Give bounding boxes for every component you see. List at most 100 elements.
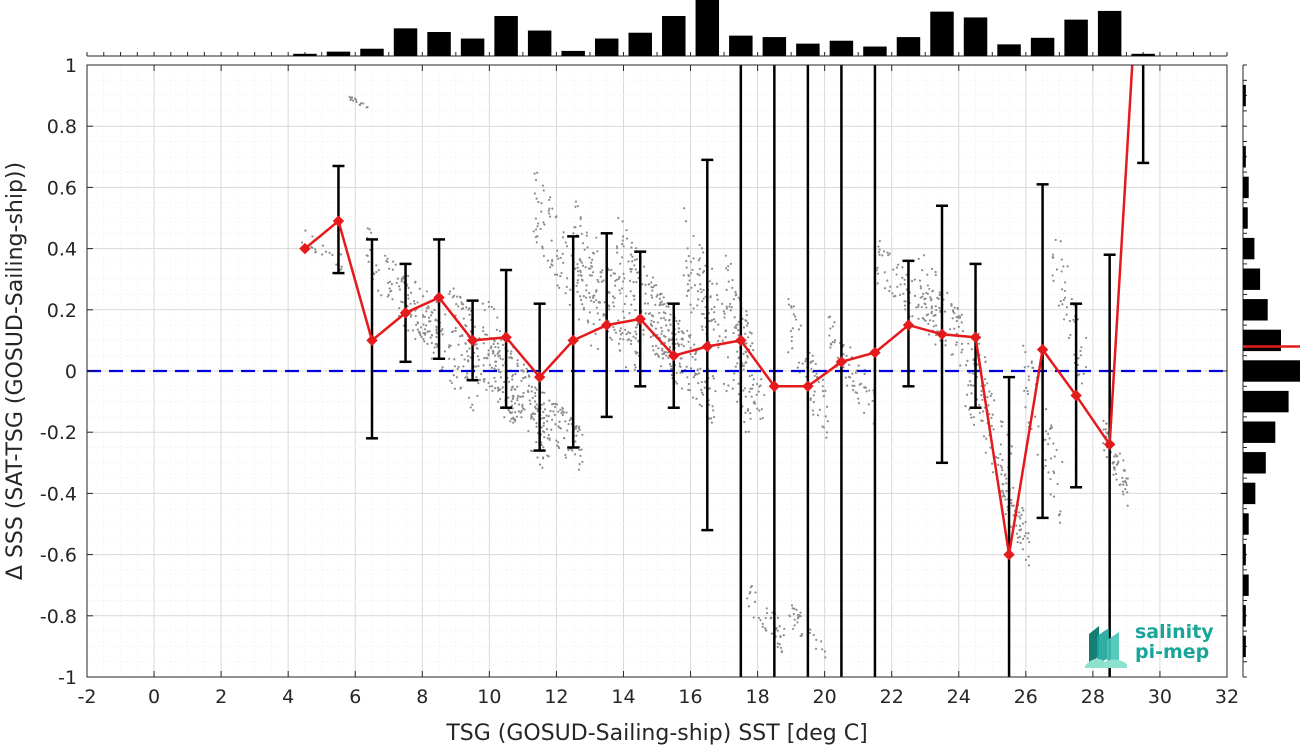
scatter-point (823, 650, 827, 653)
scatter-point (635, 280, 638, 284)
scatter-point (565, 411, 568, 414)
scatter-point (1124, 487, 1127, 491)
scatter-point (689, 346, 692, 350)
scatter-point (960, 351, 963, 354)
scatter-point (662, 352, 666, 355)
scatter-point (1122, 493, 1125, 496)
scatter-point (764, 629, 768, 632)
scatter-point (934, 273, 937, 277)
scatter-point (752, 383, 755, 386)
scatter-point (989, 394, 992, 398)
scatter-point (1002, 482, 1005, 486)
scatter-point (725, 389, 728, 393)
scatter-point (883, 271, 886, 274)
scatter-point (1001, 495, 1004, 498)
scatter-point (434, 342, 437, 346)
scatter-point (689, 272, 693, 275)
scatter-point (745, 361, 748, 364)
scatter-point (423, 315, 426, 318)
scatter-point (423, 328, 427, 331)
scatter-point (651, 315, 655, 318)
scatter-point (1026, 537, 1029, 540)
scatter-point (629, 267, 632, 271)
scatter-point (660, 365, 663, 368)
scatter-point (658, 311, 661, 315)
scatter-point (578, 448, 581, 452)
scatter-point (551, 260, 554, 263)
scatter-point (736, 400, 739, 403)
scatter-point (497, 400, 500, 403)
scatter-point (557, 257, 560, 260)
scatter-point (744, 342, 747, 345)
scatter-point (952, 310, 955, 313)
scatter-point (576, 279, 579, 282)
scatter-point (750, 332, 753, 335)
scatter-point (1124, 479, 1127, 483)
scatter-point (353, 97, 357, 100)
scatter-point (931, 289, 934, 292)
y-tick-label: 1 (65, 55, 77, 77)
scatter-point (369, 248, 372, 252)
scatter-point (999, 420, 1003, 423)
scatter-point (473, 325, 476, 328)
scatter-point (984, 451, 987, 454)
scatter-point (441, 333, 444, 336)
scatter-point (516, 385, 519, 388)
scatter-point (800, 634, 803, 637)
scatter-point (1069, 333, 1072, 337)
scatter-point (776, 642, 780, 645)
scatter-point (628, 331, 632, 335)
y-tick-label: -0.6 (40, 545, 77, 567)
scatter-point (578, 428, 581, 431)
top-hist-bar (393, 28, 418, 56)
scatter-point (935, 308, 938, 312)
mean-marker (869, 346, 881, 359)
scatter-point (398, 285, 401, 288)
scatter-point (513, 418, 516, 421)
scatter-point (892, 268, 895, 271)
scatter-point (629, 342, 633, 346)
scatter-point (533, 192, 536, 195)
scatter-point (704, 316, 707, 320)
scatter-point (530, 390, 533, 393)
scatter-point (514, 411, 517, 414)
scatter-point (619, 262, 622, 265)
scatter-point (675, 338, 678, 341)
scatter-point (630, 241, 634, 244)
scatter-point (744, 319, 747, 322)
scatter-point (669, 313, 672, 316)
scatter-point (1122, 483, 1125, 486)
scatter-point (1103, 449, 1106, 452)
scatter-point (488, 385, 491, 388)
scatter-point (990, 462, 994, 465)
mean-marker (1103, 438, 1116, 451)
scatter-point (791, 327, 794, 330)
scatter-point (1061, 288, 1064, 291)
scatter-point (694, 358, 697, 361)
logo-text-pimep: pi-mep (1135, 641, 1210, 663)
scatter-point (614, 331, 618, 334)
scatter-point (590, 299, 593, 302)
scatter-point (759, 619, 762, 622)
scatter-point (1052, 442, 1055, 445)
scatter-point (563, 437, 566, 440)
scatter-point (588, 274, 592, 277)
scatter-point (520, 409, 523, 413)
scatter-point (955, 332, 958, 335)
scatter-point (627, 331, 630, 334)
scatter-point (409, 302, 412, 305)
scatter-point (494, 364, 497, 368)
scatter-point (955, 341, 958, 344)
mean-marker (768, 380, 781, 393)
scatter-point (400, 278, 403, 281)
scatter-point (510, 388, 513, 392)
scatter-point (729, 302, 732, 305)
scatter-point (509, 420, 512, 423)
scatter-point (910, 279, 914, 283)
scatter-point (465, 325, 468, 328)
scatter-point (815, 638, 818, 641)
scatter-point (531, 449, 534, 453)
scatter-point (1080, 346, 1083, 349)
scatter-point (574, 267, 577, 270)
scatter-point (540, 202, 543, 205)
